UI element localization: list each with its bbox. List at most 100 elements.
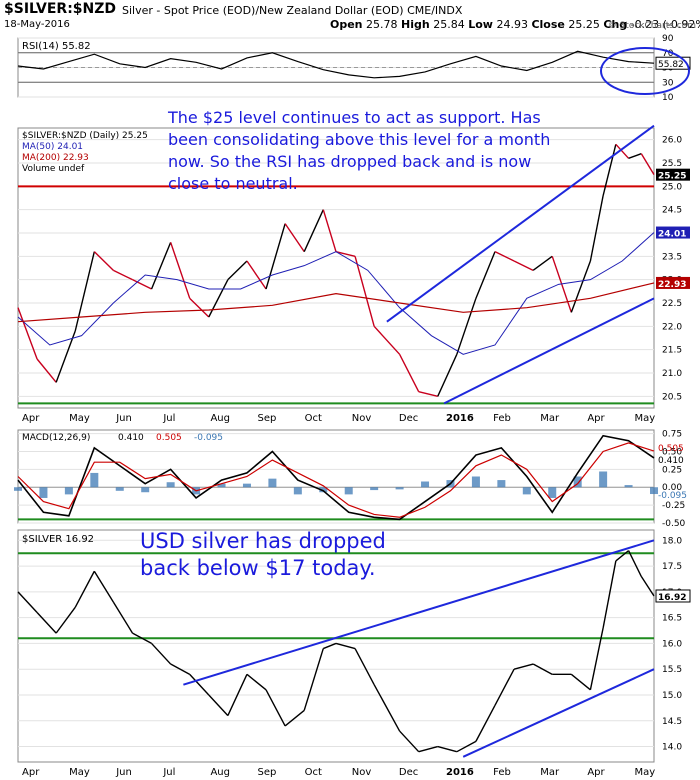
- usd-price-segment: [170, 663, 191, 675]
- macd-histogram-bar: [115, 487, 124, 491]
- macd-histogram-bar: [217, 483, 226, 488]
- usd-trendline: [183, 539, 655, 686]
- usd-price-segment: [399, 730, 420, 753]
- price_nzd-tick-label: 25.5: [662, 159, 682, 169]
- macd-tick-label: -0.25: [662, 501, 685, 511]
- nzd-month-label: Mar: [540, 413, 560, 424]
- nzd-price-segment: [227, 260, 248, 281]
- chart-symbol: $SILVER:$NZD: [4, 1, 117, 17]
- macd-histogram-bar: [421, 481, 430, 488]
- usd-month-label: Apr: [587, 767, 605, 778]
- nzd-month-label: Jul: [162, 413, 175, 424]
- low-label: Low: [468, 18, 493, 31]
- nzd-price-segment: [265, 223, 286, 290]
- usd-price-segment: [640, 576, 655, 597]
- nzd-price-segment: [208, 279, 229, 318]
- macd-frame: [17, 429, 655, 524]
- macd-tick-label: 0.25: [662, 465, 682, 475]
- rsi-legend: RSI(14) 55.82: [22, 41, 91, 52]
- usd-price-segment: [354, 648, 375, 685]
- price_usd-tick-label: 18.0: [662, 536, 682, 546]
- nzd-price-segment: [246, 260, 267, 290]
- open-value: 25.78: [366, 18, 398, 31]
- nzd-price-segment: [628, 153, 642, 159]
- nzd-price-segment: [303, 209, 324, 252]
- nzd-month-label: Nov: [352, 413, 372, 424]
- usd-month-label: Nov: [352, 767, 372, 778]
- usd-legend: $SILVER 16.92: [22, 534, 94, 545]
- price_nzd-frame: [17, 127, 655, 409]
- usd-price-segment: [303, 648, 324, 711]
- usd-price-segment: [475, 704, 496, 742]
- usd-price-segment: [265, 689, 286, 727]
- price_usd-tick-label: 15.5: [662, 665, 682, 675]
- macd-histogram-bar: [344, 487, 353, 495]
- usd-price-segment: [418, 745, 438, 753]
- macd-legend-name: MACD(12,26,9): [22, 433, 90, 443]
- price_usd-tick-label: 16.0: [662, 639, 682, 649]
- usd-price-segment: [17, 591, 38, 613]
- macd-histogram-bar: [650, 487, 658, 495]
- nzd-month-label: May: [69, 413, 90, 424]
- usd-price-segment: [151, 642, 172, 665]
- nzd-trendline: [443, 297, 655, 405]
- usd-price-segment: [36, 612, 57, 634]
- macd-histogram-bar: [268, 478, 277, 488]
- nzd-price-segment: [532, 255, 553, 271]
- macd-legend-signal: 0.505: [156, 433, 182, 443]
- macd-legend-hist: -0.095: [194, 433, 223, 443]
- chart-date: 18-May-2016: [4, 19, 70, 30]
- usd-price-segment: [602, 560, 617, 629]
- macd-value-label: 0.410: [658, 456, 684, 466]
- price_nzd-tick-label: 25.0: [662, 182, 682, 192]
- rsi-value-tag: [655, 56, 691, 70]
- price_nzd-tick-label: 22.5: [662, 299, 682, 309]
- macd-tick-label: 0.50: [662, 447, 682, 457]
- usd-price-segment: [246, 673, 267, 691]
- macd-histogram-bar: [14, 487, 22, 491]
- nzd-month-label: Dec: [399, 413, 418, 424]
- usd-annotation: USD silver has dropped back below $17 to…: [140, 529, 386, 580]
- price_nzd-tick-label: 23.5: [662, 252, 682, 262]
- price_usd-tick-label: 14.5: [662, 717, 682, 727]
- usd-price-segment: [589, 627, 604, 690]
- nzd-price-segment: [615, 143, 630, 159]
- rsi-line: [17, 50, 655, 79]
- macd-histogram-bar: [90, 472, 99, 488]
- low-value: 24.93: [496, 18, 528, 31]
- nzd-price-segment: [494, 251, 515, 262]
- nzd-month-label: Aug: [210, 413, 230, 424]
- open-label: Open: [330, 18, 363, 31]
- high-label: High: [401, 18, 430, 31]
- nzd-price-tag: [656, 168, 690, 181]
- macd-tick-label: 0.00: [662, 483, 682, 493]
- macd-histogram-bar: [166, 482, 175, 488]
- chg-value: -0.23 (-0.92%): [630, 18, 700, 31]
- rsi-tick-label: 30: [662, 78, 674, 88]
- rsi-tick-label: 90: [662, 34, 674, 44]
- nzd-trendline: [386, 124, 655, 323]
- usd-price-segment: [93, 570, 114, 603]
- macd-tick-label: 0.75: [662, 430, 682, 440]
- price_usd-tick-label: 14.0: [662, 743, 682, 753]
- macd-histogram-bar: [522, 487, 531, 495]
- nzd-month-label: Oct: [305, 413, 322, 424]
- usd-month-label: Dec: [399, 767, 418, 778]
- price_usd-tick-label: 17.5: [662, 562, 682, 572]
- macd-histogram-bar: [573, 476, 582, 488]
- usd-month-label: 2016: [446, 767, 474, 778]
- nzd-price-segment: [55, 330, 76, 383]
- macd-histogram-bar: [370, 487, 379, 491]
- nzd-legend: $SILVER:$NZD (Daily) 25.25: [22, 131, 148, 141]
- price_nzd-tick-label: 26.0: [662, 136, 682, 146]
- usd-price-segment: [532, 663, 553, 675]
- usd-month-label: Aug: [210, 767, 230, 778]
- price_usd-tick-label: 15.0: [662, 691, 682, 701]
- macd-histogram-bar: [141, 487, 150, 493]
- macd-histogram-bar: [395, 487, 404, 490]
- rsi-tick-label: 70: [662, 49, 674, 59]
- usd-price-segment: [513, 663, 534, 670]
- nzd-price-segment: [93, 251, 114, 271]
- usd-price-segment: [55, 606, 76, 634]
